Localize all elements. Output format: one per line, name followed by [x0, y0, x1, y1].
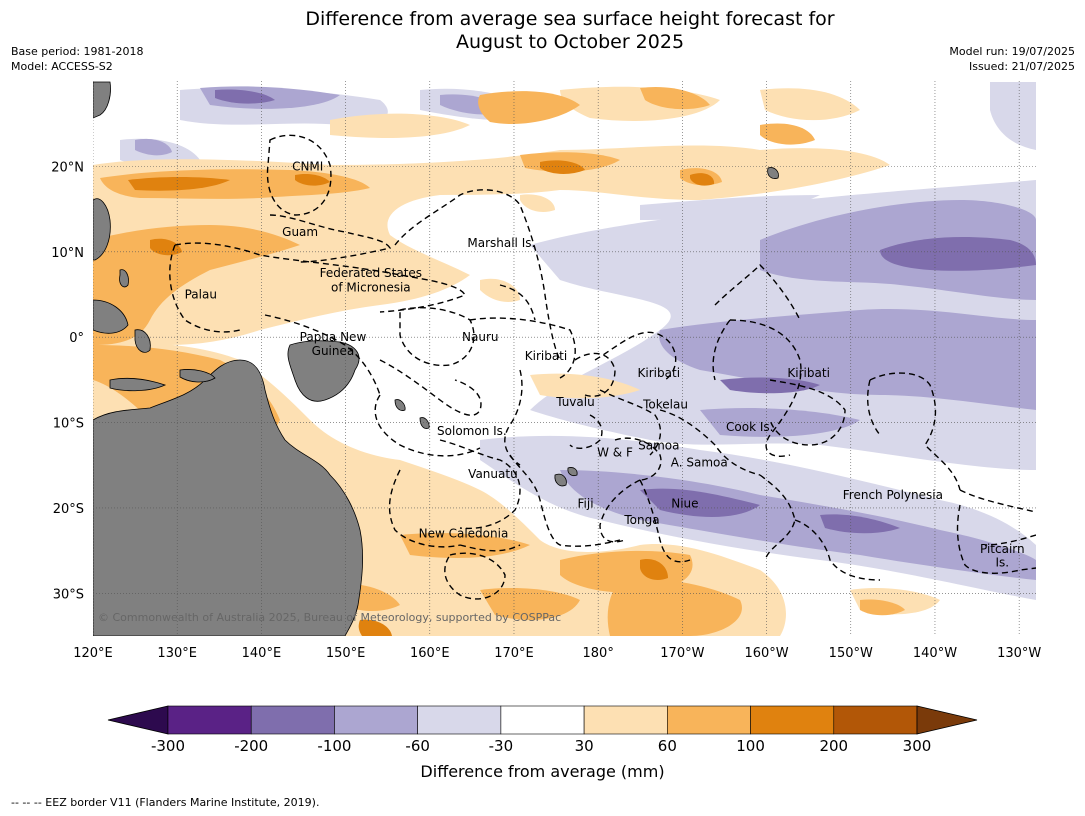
region-label: of Micronesia	[331, 281, 411, 295]
colorbar-tick-label: -300	[151, 737, 185, 755]
anomaly-dark-purple	[215, 89, 1036, 534]
region-label: Marshall Is.	[467, 236, 535, 250]
lon-tick-label: 120°E	[73, 646, 113, 661]
colorbar-tick-label: -60	[405, 737, 430, 755]
lon-tick-label: 170°E	[494, 646, 534, 661]
colorbar-tick-label: -100	[317, 737, 351, 755]
region-label: Cook Is.	[726, 420, 773, 434]
region-label: Tokelau	[642, 398, 688, 412]
title-line-1: Difference from average sea surface heig…	[305, 8, 835, 30]
colorbar-segment	[334, 705, 418, 735]
colorbar-segment	[500, 705, 585, 735]
lon-tick-label: 160°W	[744, 646, 788, 661]
colorbar-tick-label: 300	[903, 737, 932, 755]
lat-tick-label: 0°	[69, 331, 84, 346]
lon-tick-label: 140°E	[242, 646, 282, 661]
lat-tick-label: 10°S	[53, 417, 84, 432]
lon-tick-label: 140°W	[913, 646, 957, 661]
lat-tick-label: 20°S	[53, 502, 84, 517]
lat-tick-label: 30°S	[53, 587, 84, 602]
latitude-tick-labels: 20°N 10°N 0° 10°S 20°S 30°S	[51, 160, 84, 602]
region-label: Is.	[996, 556, 1010, 570]
region-label: Niue	[671, 497, 698, 511]
model-name: Model: ACCESS-S2	[11, 60, 113, 73]
colorbar-label: Difference from average (mm)	[420, 762, 665, 781]
colorbar-segment	[667, 705, 751, 735]
model-run: Model run: 19/07/2025	[949, 45, 1075, 58]
region-label: Kiribati	[525, 349, 567, 363]
land	[93, 81, 779, 636]
region-label: Papua New	[300, 330, 367, 344]
region-label: Guinea	[312, 344, 355, 358]
issued-date: Issued: 21/07/2025	[968, 60, 1075, 73]
anomaly-dark-orange	[128, 160, 715, 636]
colorbar-segment	[750, 705, 835, 735]
colorbar: -300 -200 -100 -60 -30 30 60 100 200 300	[107, 705, 978, 755]
lon-tick-label: 170°W	[660, 646, 704, 661]
region-label: Tuvalu	[555, 395, 595, 409]
region-label: Fiji	[578, 497, 594, 511]
colorbar-segment	[167, 705, 252, 735]
colorbar-tick-label: 200	[819, 737, 848, 755]
lon-tick-label: 130°W	[997, 646, 1041, 661]
base-period: Base period: 1981-2018	[11, 45, 144, 58]
colorbar-tick-label: -200	[234, 737, 268, 755]
region-label: New Caledonia	[419, 527, 509, 541]
region-label: Samoa	[638, 439, 679, 453]
graticule	[93, 81, 1036, 636]
lon-tick-label: 130°E	[157, 646, 197, 661]
map-title: Difference from average sea surface heig…	[0, 8, 1085, 54]
lon-tick-label: 150°E	[326, 646, 366, 661]
eez-legend-note: -- -- -- EEZ border V11 (Flanders Marine…	[11, 796, 320, 809]
region-label: Kiribati	[638, 366, 680, 380]
colorbar-segment	[417, 705, 502, 735]
meta-left: Base period: 1981-2018 Model: ACCESS-S2	[11, 44, 143, 74]
region-label: A. Samoa	[671, 456, 728, 470]
meta-right: Model run: 19/07/2025 Issued: 21/07/2025	[949, 44, 1075, 74]
copyright-text: © Commonwealth of Australia 2025, Bureau…	[98, 611, 561, 624]
region-label: Palau	[185, 287, 217, 301]
map-area: © Commonwealth of Australia 2025, Bureau…	[93, 81, 1036, 636]
colorbar-segment	[583, 705, 668, 735]
colorbar-tick-label: 100	[736, 737, 765, 755]
region-label: CNMI	[292, 159, 323, 173]
colorbar-extend-low	[107, 705, 169, 735]
longitude-tick-labels: 120°E 130°E 140°E 150°E 160°E 170°E 180° 170°W 1…	[73, 646, 1041, 661]
colorbar-tick-label: -30	[489, 737, 514, 755]
eez-borders	[169, 134, 1036, 600]
region-label: Federated States	[320, 266, 422, 280]
colorbar-segment	[250, 705, 335, 735]
colorbar-extend-high	[916, 705, 978, 735]
lon-tick-label: 180°	[583, 646, 614, 661]
region-label: Vanuatu	[468, 467, 518, 481]
colorbar-tick-label: 60	[658, 737, 677, 755]
region-label: Solomon Is.	[437, 424, 507, 438]
colorbar-tick-label: 30	[575, 737, 594, 755]
lat-tick-label: 10°N	[51, 246, 84, 261]
region-label: W & F	[597, 445, 633, 459]
region-label: Guam	[282, 225, 318, 239]
region-label: French Polynesia	[843, 488, 943, 502]
lon-tick-label: 160°E	[410, 646, 450, 661]
lat-tick-label: 20°N	[51, 160, 84, 175]
lon-tick-label: 150°W	[829, 646, 873, 661]
region-label: Tonga	[623, 513, 659, 527]
region-label: Pitcairn	[980, 542, 1025, 556]
title-line-2: August to October 2025	[455, 31, 685, 53]
colorbar-segment	[833, 705, 918, 735]
region-label: Nauru	[462, 330, 498, 344]
region-label: Kiribati	[787, 366, 829, 380]
